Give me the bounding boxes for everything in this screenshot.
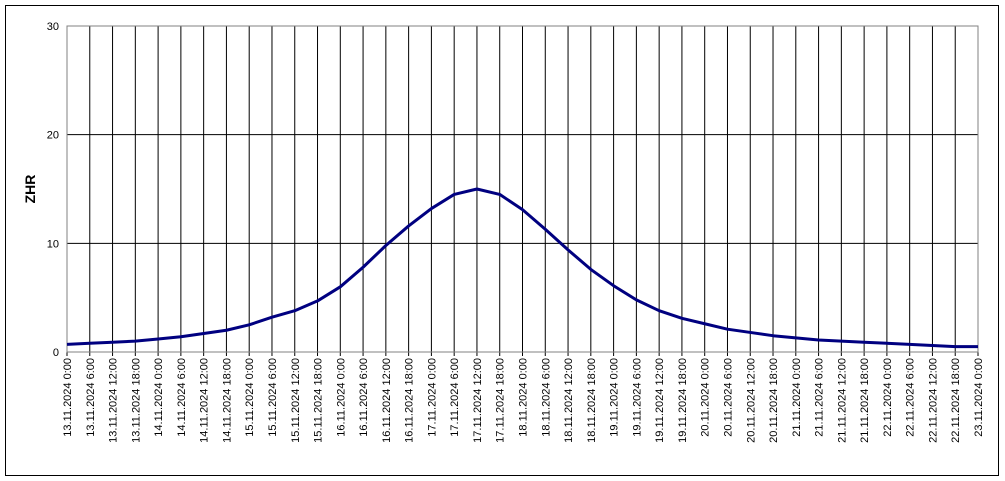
x-tick-label: 17.11.2024 18:00 — [495, 358, 507, 443]
x-tick-label: 20.11.2024 6:00 — [722, 358, 734, 437]
x-tick-label: 16.11.2024 18:00 — [404, 358, 416, 443]
y-axis-label: ZHR — [22, 175, 38, 204]
x-tick-label: 15.11.2024 6:00 — [267, 358, 279, 437]
x-tick-label: 21.11.2024 18:00 — [859, 358, 871, 443]
x-tick-label: 14.11.2024 18:00 — [221, 358, 233, 443]
x-tick-label: 20.11.2024 0:00 — [700, 358, 712, 437]
x-tick-label: 15.11.2024 18:00 — [313, 358, 325, 443]
x-tick-label: 16.11.2024 12:00 — [381, 358, 393, 443]
x-tick-label: 20.11.2024 18:00 — [768, 358, 780, 443]
x-tick-label: 16.11.2024 6:00 — [358, 358, 370, 437]
x-tick-label: 23.11.2024 0:00 — [973, 358, 985, 437]
data-line — [66, 187, 978, 349]
y-tick-label: 30 — [47, 21, 59, 33]
x-tick-label: 18.11.2024 12:00 — [563, 358, 575, 443]
y-tick-label: 10 — [47, 238, 59, 250]
x-tick-label: 19.11.2024 12:00 — [654, 358, 666, 443]
x-tick-label: 22.11.2024 12:00 — [927, 358, 939, 443]
x-tick-label: 13.11.2024 6:00 — [85, 358, 97, 437]
x-tick-label: 17.11.2024 6:00 — [449, 358, 461, 437]
x-tick-label: 19.11.2024 18:00 — [677, 358, 689, 443]
x-tick-label: 14.11.2024 6:00 — [176, 358, 188, 437]
x-tick-label: 21.11.2024 6:00 — [814, 358, 826, 437]
x-tick-label: 21.11.2024 12:00 — [836, 358, 848, 443]
y-tick-label: 20 — [47, 130, 59, 142]
x-tick-label: 22.11.2024 0:00 — [882, 358, 894, 437]
x-tick-label: 15.11.2024 0:00 — [244, 358, 256, 437]
x-tick-label: 13.11.2024 12:00 — [108, 358, 120, 443]
x-tick-label: 19.11.2024 6:00 — [631, 358, 643, 437]
x-tick-label: 14.11.2024 12:00 — [199, 358, 211, 443]
x-tick-label: 17.11.2024 0:00 — [426, 358, 438, 437]
x-tick-label: 19.11.2024 0:00 — [609, 358, 621, 437]
x-tick-label: 22.11.2024 18:00 — [950, 358, 962, 443]
x-tick-label: 14.11.2024 0:00 — [153, 358, 165, 437]
x-tick-label: 18.11.2024 0:00 — [518, 358, 530, 437]
x-tick-label: 13.11.2024 18:00 — [130, 358, 142, 443]
x-tick-label: 20.11.2024 12:00 — [745, 358, 757, 443]
x-tick-label: 18.11.2024 6:00 — [540, 358, 552, 437]
x-tick-label: 16.11.2024 0:00 — [335, 358, 347, 437]
x-tick-label: 22.11.2024 6:00 — [905, 358, 917, 437]
plot-frame — [66, 25, 979, 353]
x-tick-label: 17.11.2024 12:00 — [472, 358, 484, 443]
x-tick-label: 13.11.2024 0:00 — [62, 358, 74, 437]
chart-border — [5, 5, 999, 476]
x-tick-label: 18.11.2024 18:00 — [586, 358, 598, 443]
x-tick-label: 21.11.2024 0:00 — [791, 358, 803, 437]
y-tick-label: 0 — [53, 347, 59, 359]
x-tick-label: 15.11.2024 12:00 — [290, 358, 302, 443]
